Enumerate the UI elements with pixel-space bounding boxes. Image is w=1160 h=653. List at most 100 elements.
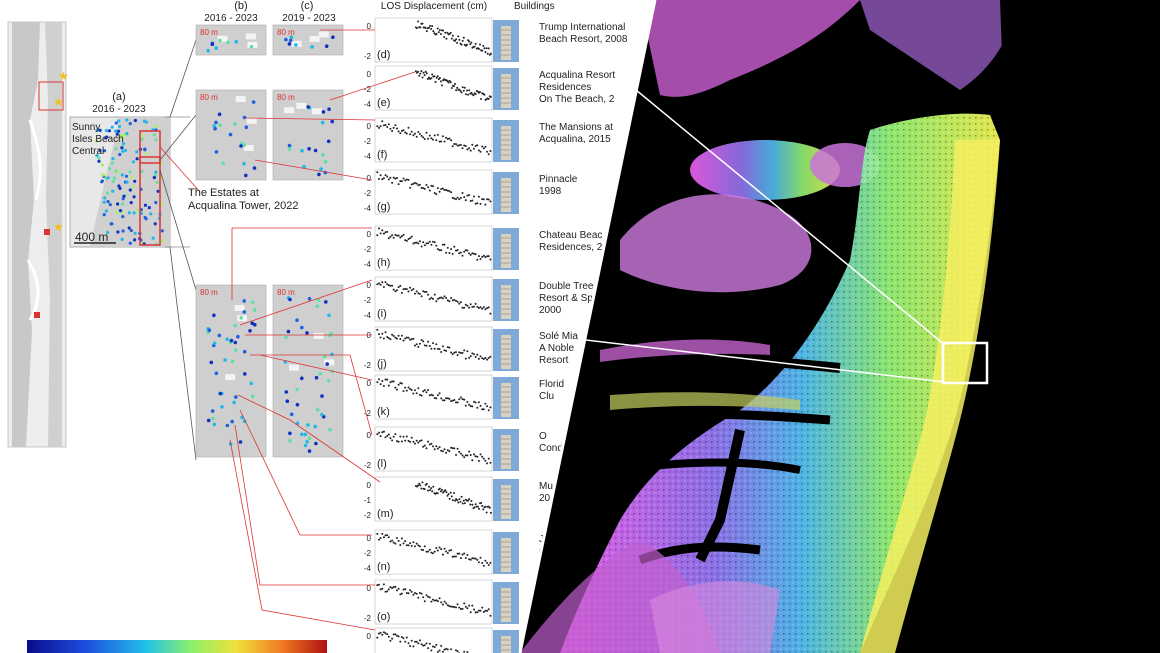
data-point [466, 89, 468, 92]
data-point [378, 333, 380, 336]
data-point [428, 548, 431, 551]
data-point [448, 549, 451, 552]
data-point [479, 404, 482, 407]
building-name: Chateau Beac Residences, 20 [539, 230, 608, 253]
data-point [376, 234, 379, 237]
data-point [484, 203, 487, 206]
ps-point [117, 119, 121, 123]
data-point [422, 445, 425, 448]
data-point [474, 253, 477, 256]
data-point [400, 440, 403, 443]
data-point [412, 541, 415, 544]
ps-point [214, 120, 218, 125]
data-point [384, 281, 387, 284]
building-photo [493, 532, 519, 574]
data-point [433, 550, 436, 553]
data-point [396, 177, 398, 179]
data-point [463, 196, 466, 199]
data-point [386, 126, 389, 128]
data-point [422, 71, 425, 74]
data-point [469, 253, 472, 256]
timeseries-frame [374, 426, 493, 472]
data-point [389, 338, 392, 341]
ps-point [129, 228, 133, 233]
data-point [414, 292, 416, 295]
data-point [453, 492, 455, 494]
data-point [392, 435, 395, 438]
data-point [458, 302, 461, 305]
ps-point [210, 42, 215, 47]
data-point [479, 306, 482, 309]
data-point [376, 171, 379, 174]
data-point [397, 440, 400, 443]
data-point [486, 358, 489, 361]
data-point [448, 300, 451, 303]
data-point [482, 508, 485, 511]
data-point [486, 150, 489, 153]
data-point [487, 409, 490, 412]
data-point [474, 302, 477, 305]
data-point [453, 143, 456, 145]
data-point [423, 389, 426, 392]
data-point [414, 389, 416, 392]
data-point [415, 439, 418, 442]
data-point [455, 299, 457, 302]
ps-point [135, 157, 139, 161]
ps-point [331, 35, 335, 39]
inset-scale-label: 80 m [277, 288, 295, 297]
data-point [486, 405, 489, 408]
data-point [391, 637, 394, 640]
data-point [436, 75, 439, 78]
data-point [384, 590, 387, 593]
data-point [384, 534, 387, 537]
data-point [468, 604, 471, 607]
data-point [386, 434, 389, 437]
y-tick-label: -4 [364, 260, 372, 269]
data-point [426, 489, 429, 492]
data-point [471, 143, 474, 146]
ps-point [295, 318, 299, 323]
data-point [418, 545, 421, 548]
data-point [456, 300, 459, 303]
data-point [425, 391, 428, 394]
data-point [450, 549, 453, 552]
data-point [438, 77, 441, 79]
ps-point [307, 449, 312, 453]
data-point [384, 378, 387, 381]
data-point [461, 607, 464, 610]
data-point [462, 499, 465, 502]
ps-point [313, 424, 318, 429]
ps-point [313, 148, 318, 153]
data-point [481, 504, 484, 507]
data-point [422, 390, 425, 393]
ps-point [307, 436, 312, 441]
data-point [436, 492, 439, 495]
data-point [482, 408, 485, 411]
data-point [476, 202, 479, 205]
ps-point [228, 132, 233, 137]
ps-point [284, 390, 289, 394]
data-point [391, 333, 394, 336]
data-point [409, 589, 412, 592]
ps-point [160, 202, 164, 206]
panel-b-years: 2016 - 2023 [204, 13, 258, 24]
data-point [489, 52, 492, 55]
ps-point [155, 180, 159, 184]
los-header: LOS Displacement (cm) [381, 1, 487, 12]
data-point [407, 178, 410, 181]
ps-point [305, 331, 309, 335]
data-point [420, 592, 423, 595]
ps-point [140, 169, 144, 174]
data-point [445, 451, 448, 454]
ps-point [300, 432, 304, 437]
y-tick-label: 0 [367, 584, 372, 593]
ps-point [248, 329, 252, 333]
data-point [469, 454, 472, 456]
data-point [432, 297, 434, 300]
ps-point [295, 387, 299, 392]
row-letter: (o) [377, 611, 390, 623]
data-point [468, 252, 471, 255]
timeseries-row: 0 -1 -2 (m) Mu 20 [364, 476, 553, 522]
data-point [463, 306, 466, 309]
data-point [464, 249, 467, 252]
